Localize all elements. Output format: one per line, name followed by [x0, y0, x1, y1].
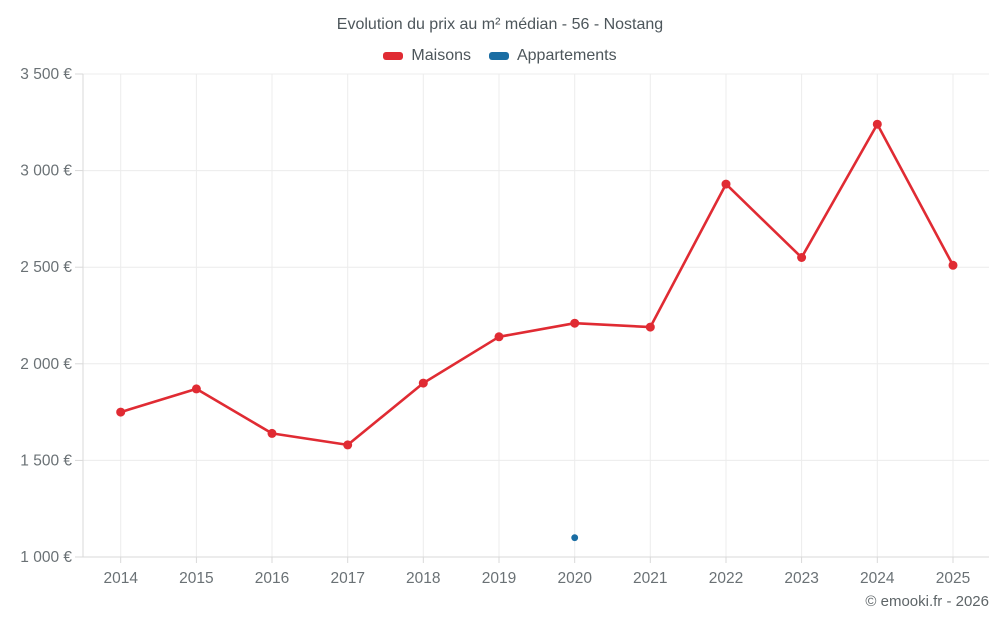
data-point-appartements[interactable]: [571, 534, 579, 542]
chart-title: Evolution du prix au m² médian - 56 - No…: [336, 16, 664, 33]
watermark: © emooki.fr - 2026: [865, 593, 989, 610]
series-line-maisons: [119, 122, 955, 447]
data-point-maisons[interactable]: [418, 378, 428, 388]
data-point-maisons[interactable]: [948, 260, 958, 270]
chart-legend: Maisons Appartements: [0, 47, 1000, 65]
x-tick-label: 2025: [936, 570, 970, 587]
x-tick-label: 2022: [709, 570, 743, 587]
x-tick-label: 2016: [255, 570, 289, 587]
data-point-maisons[interactable]: [872, 119, 882, 129]
data-point-maisons[interactable]: [494, 332, 504, 342]
y-tick-label: 3 500 €: [20, 66, 72, 83]
x-tick-label: 2023: [784, 570, 818, 587]
legend-item-maisons[interactable]: Maisons: [383, 47, 471, 65]
x-tick-label: 2017: [330, 570, 364, 587]
x-tick-label: 2015: [179, 570, 213, 587]
data-point-maisons[interactable]: [116, 407, 126, 417]
appartements-legend-label: Appartements: [516, 47, 617, 64]
legend-item-appartements[interactable]: Appartements: [488, 47, 617, 65]
x-tick-label: 2018: [406, 570, 440, 587]
y-tick-label: 2 000 €: [20, 356, 72, 373]
data-point-maisons[interactable]: [645, 322, 655, 332]
y-tick-label: 2 500 €: [20, 259, 72, 276]
data-point-maisons[interactable]: [267, 428, 277, 438]
x-tick-label: 2024: [860, 570, 895, 587]
data-point-maisons[interactable]: [191, 384, 201, 394]
x-tick-label: 2014: [103, 570, 138, 587]
data-point-maisons[interactable]: [721, 179, 731, 189]
y-tick-label: 3 000 €: [20, 163, 72, 180]
x-tick-label: 2020: [557, 570, 592, 587]
y-tick-label: 1 500 €: [20, 452, 72, 469]
y-tick-label: 1 000 €: [20, 549, 72, 566]
data-point-maisons[interactable]: [343, 440, 353, 450]
data-point-maisons[interactable]: [570, 318, 580, 328]
maisons-legend-swatch: [383, 52, 404, 60]
x-tick-label: 2019: [482, 570, 516, 587]
maisons-legend-label: Maisons: [411, 47, 471, 64]
x-tick-label: 2021: [633, 570, 667, 587]
data-point-maisons[interactable]: [797, 253, 807, 262]
appartements-legend-swatch: [488, 52, 509, 60]
